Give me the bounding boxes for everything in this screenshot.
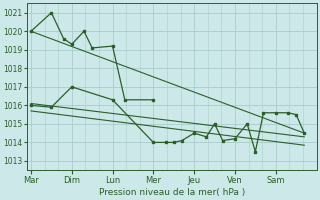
X-axis label: Pression niveau de la mer( hPa ): Pression niveau de la mer( hPa ) bbox=[99, 188, 245, 197]
